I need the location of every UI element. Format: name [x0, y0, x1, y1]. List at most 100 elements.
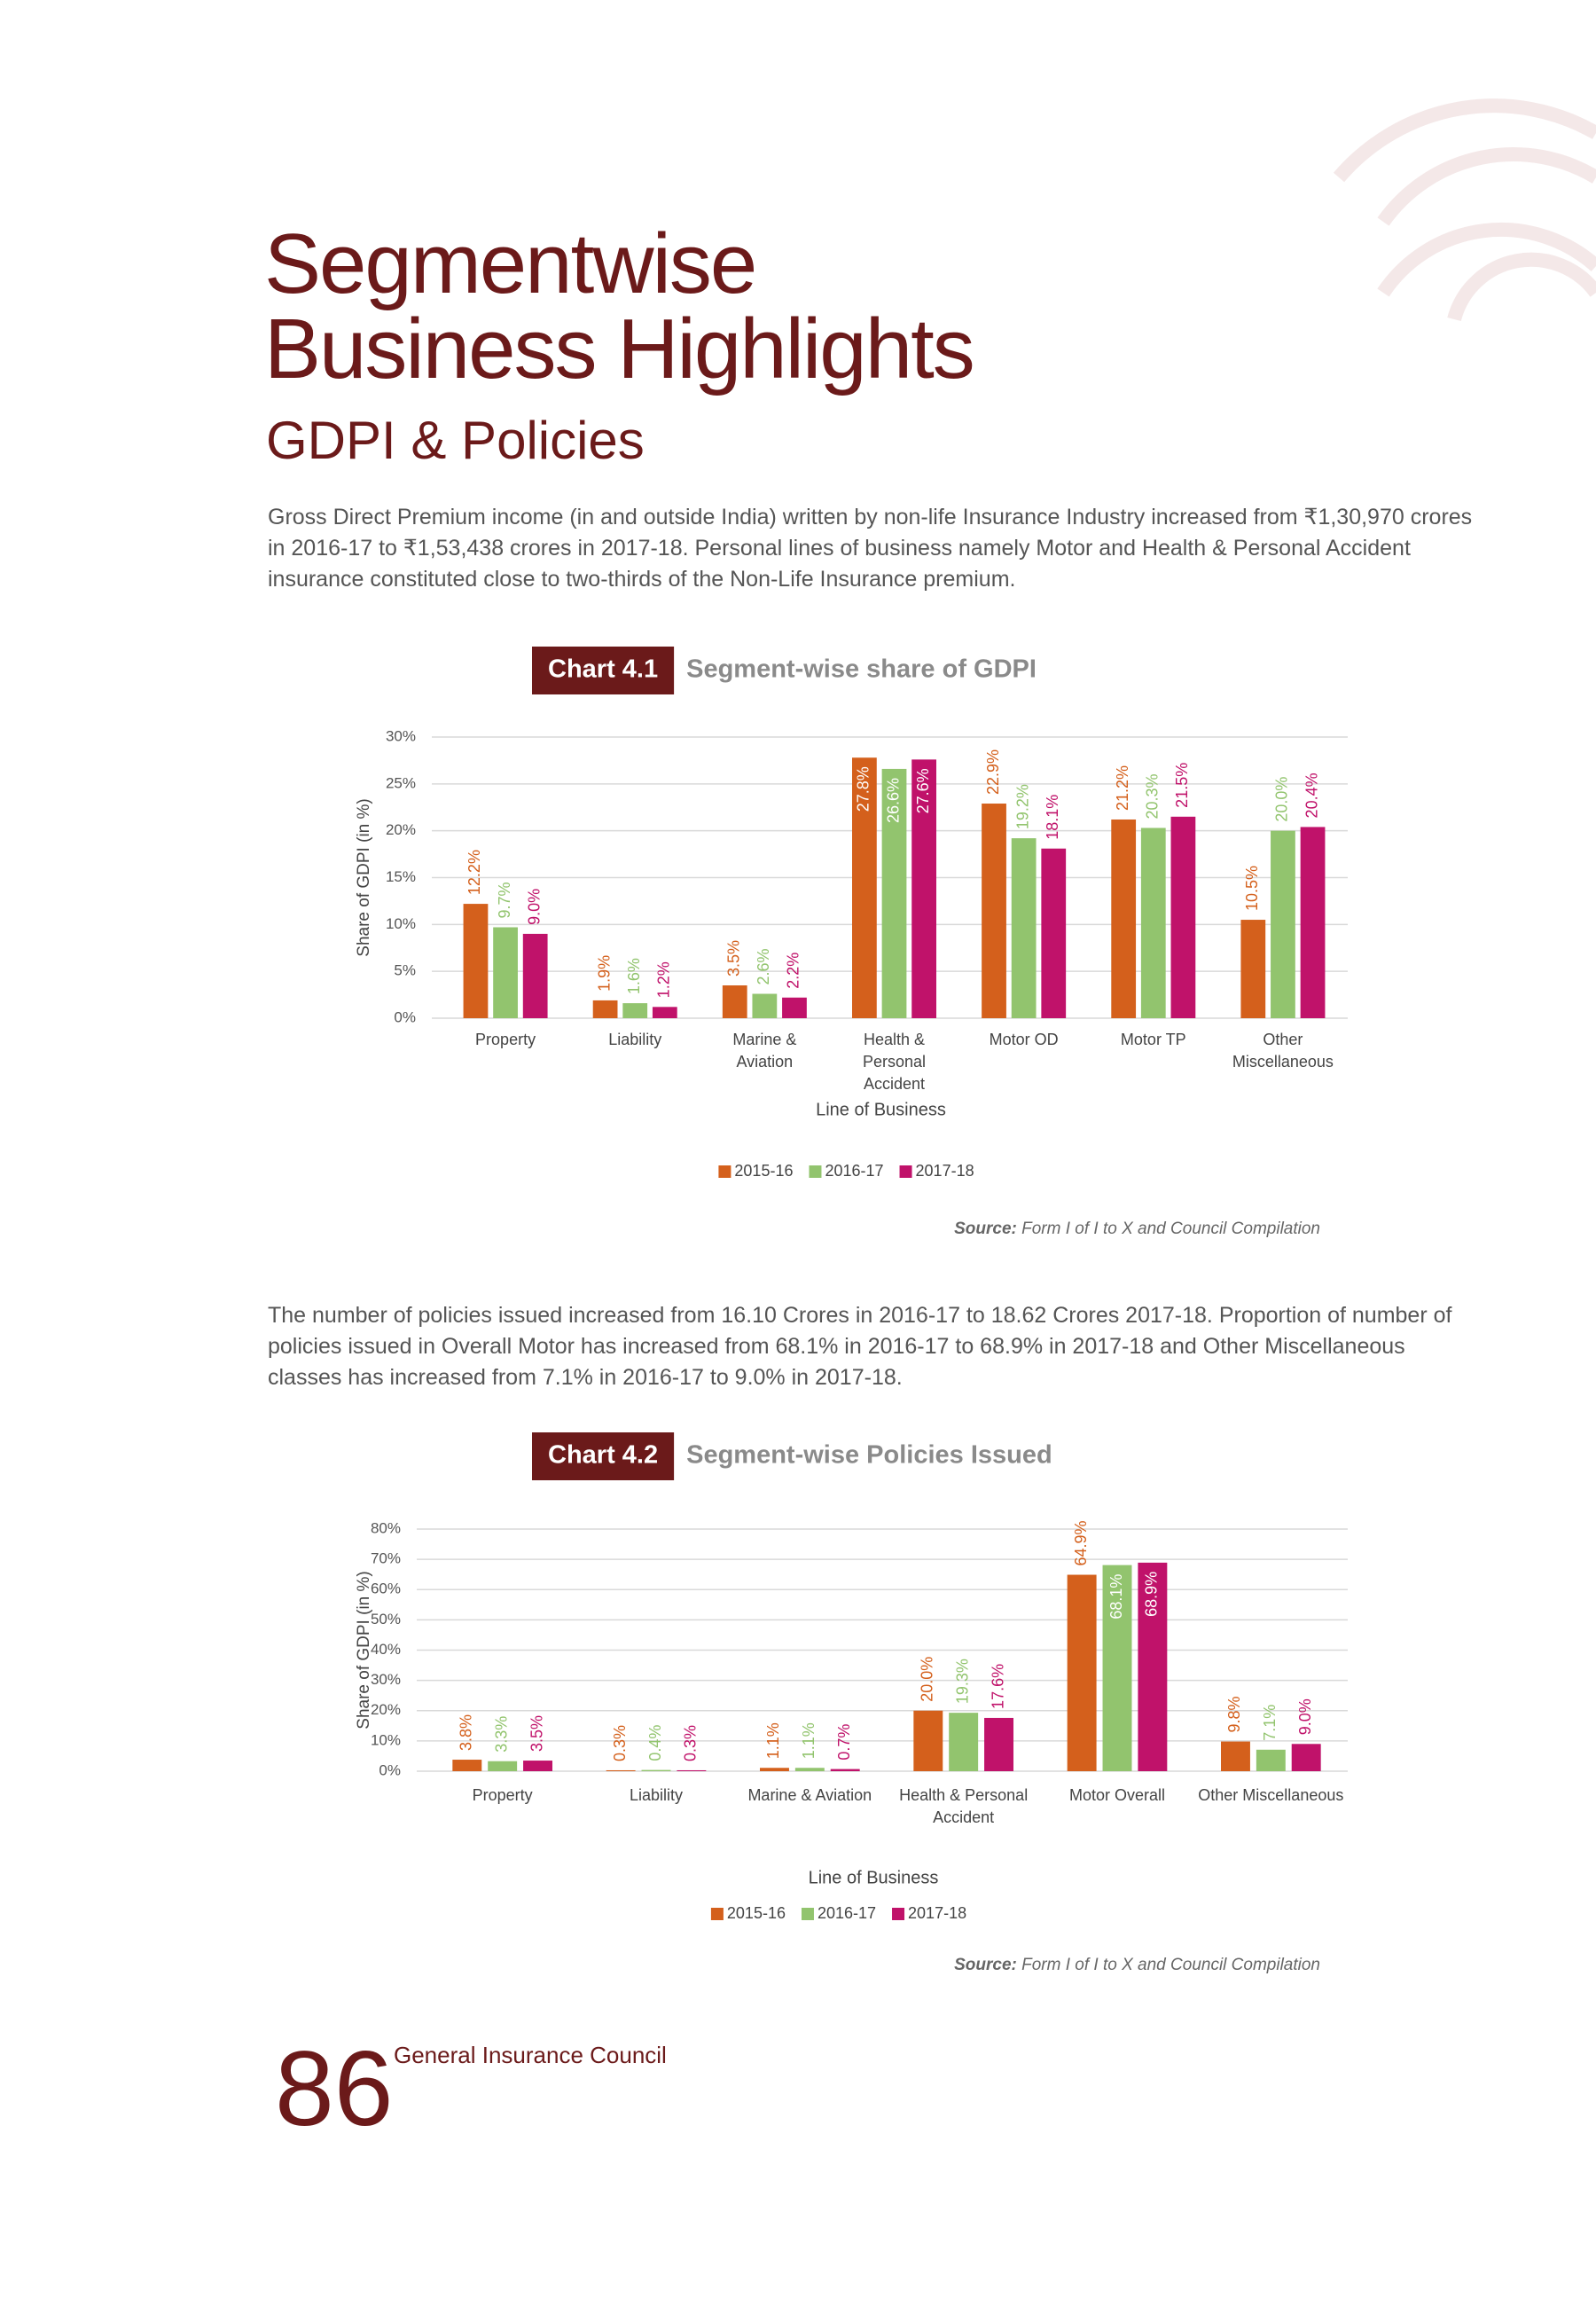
value-label: 2.2%	[785, 953, 802, 989]
y-tick-label: 50%	[371, 1611, 401, 1628]
legend: 2015-16 2016-17 2017-18	[718, 1162, 974, 1180]
value-label: 7.1%	[1261, 1705, 1279, 1741]
value-label: 22.9%	[984, 749, 1002, 795]
bar	[1140, 827, 1166, 1018]
x-tick-label-box: Liability	[608, 1031, 662, 1048]
y-tick-label: 10%	[371, 1731, 401, 1748]
y-tick-label: 70%	[371, 1550, 401, 1567]
value-label: 12.2%	[466, 850, 483, 895]
legend-swatch	[710, 1908, 724, 1920]
bar	[1111, 819, 1137, 1018]
bar	[1256, 1749, 1286, 1771]
source-text: Form I of I to X and Council Compilation	[1021, 1956, 1320, 1974]
y-tick-label: 25%	[386, 774, 416, 791]
value-label: 0.3%	[611, 1725, 629, 1761]
value-label: 1.9%	[595, 955, 613, 992]
value-label: 1.2%	[655, 961, 673, 998]
legend-label: 2016-17	[825, 1162, 883, 1180]
x-tick-label: Liability	[608, 1031, 662, 1048]
x-tick-label: Property	[472, 1786, 533, 1804]
value-label: 9.8%	[1225, 1697, 1243, 1733]
value-label: 26.6%	[884, 778, 902, 823]
bar	[1221, 1741, 1250, 1771]
bar	[493, 927, 518, 1018]
chart-title: Segment-wise share of GDPI	[686, 655, 1037, 684]
bar	[949, 1713, 979, 1771]
bar	[794, 1768, 825, 1771]
bar	[1138, 1562, 1168, 1771]
value-label: 68.1%	[1107, 1574, 1125, 1620]
source-text: Form I of I to X and Council Compilation	[1021, 1220, 1320, 1238]
bar	[782, 997, 807, 1018]
value-label: 2.6%	[755, 948, 772, 984]
bar	[984, 1717, 1013, 1771]
value-label: 20.3%	[1144, 773, 1162, 819]
value-label: 20.0%	[919, 1657, 936, 1702]
bar	[1271, 830, 1295, 1018]
x-tick-label-box: Motor TP	[1120, 1031, 1186, 1048]
title-line: Segmentwise	[264, 216, 757, 311]
x-tick-label-box: Other Miscellaneous	[1198, 1786, 1344, 1804]
value-label: 1.6%	[625, 958, 643, 994]
value-label: 19.2%	[1013, 784, 1031, 829]
bar	[830, 1769, 860, 1771]
value-label: 1.1%	[764, 1722, 782, 1759]
source-label: Source:	[954, 1956, 1017, 1974]
page-title: Segmentwise Business Highlights	[264, 216, 975, 392]
bar	[452, 1760, 482, 1771]
source-label: Source:	[954, 1220, 1017, 1238]
y-tick-label: 0%	[379, 1761, 401, 1778]
legend-label: 2015-16	[734, 1162, 793, 1180]
y-tick-label: 30%	[386, 727, 416, 744]
bar	[523, 1761, 552, 1771]
x-tick-label: Other Miscellaneous	[1198, 1786, 1344, 1804]
value-label: 64.9%	[1072, 1520, 1090, 1565]
value-label: 9.0%	[1296, 1698, 1314, 1735]
y-tick-label: 0%	[394, 1008, 416, 1025]
value-label: 3.5%	[528, 1715, 545, 1752]
value-label: 27.6%	[914, 768, 932, 813]
x-tick-label: Marine & Aviation	[732, 1031, 797, 1071]
bar	[606, 1769, 636, 1771]
x-tick-label-box: Motor OD	[990, 1031, 1059, 1048]
value-label: 68.9%	[1143, 1572, 1161, 1617]
bar	[722, 985, 747, 1018]
page-number: 86	[275, 2029, 394, 2148]
arc	[1447, 252, 1596, 322]
y-tick-label: 5%	[394, 962, 416, 979]
value-label: 18.1%	[1044, 795, 1061, 840]
y-tick-label: 60%	[371, 1580, 401, 1597]
value-label: 10.5%	[1243, 866, 1261, 911]
bar	[1300, 827, 1326, 1018]
x-tick-label-box: Motor Overall	[1068, 1786, 1165, 1804]
y-tick-label: 10%	[386, 915, 416, 932]
bar	[488, 1761, 518, 1771]
bar	[852, 757, 877, 1018]
x-tick-label: Property	[475, 1031, 536, 1048]
x-tick-label: Health & Personal Accident	[862, 1031, 927, 1093]
x-tick-label: Motor TP	[1120, 1031, 1186, 1048]
bar	[1291, 1744, 1321, 1771]
x-axis-label: Line of Business	[809, 1868, 939, 1887]
chart-label: Chart 4.1	[548, 655, 658, 684]
x-tick-label: Motor Overall	[1068, 1786, 1165, 1804]
arc	[1377, 223, 1596, 297]
x-tick-label-box: Marine & Aviation	[732, 1031, 797, 1071]
x-tick-label-box: Health & Personal Accident	[899, 1786, 1028, 1826]
legend-swatch	[809, 1165, 822, 1178]
x-tick-label: Other Miscellaneous	[1232, 1031, 1334, 1071]
value-label: 0.7%	[835, 1724, 853, 1761]
bar	[463, 904, 489, 1018]
legend-swatch	[718, 1165, 732, 1178]
y-axis-label: Share of GDPI (in %)	[355, 1571, 373, 1729]
value-label: 21.2%	[1114, 765, 1131, 811]
value-label: 3.8%	[458, 1714, 475, 1751]
bar	[911, 759, 936, 1018]
value-label: 21.5%	[1173, 763, 1191, 808]
x-axis-label: Line of Business	[816, 1100, 946, 1119]
x-tick-label-box: Other Miscellaneous	[1232, 1031, 1334, 1071]
bar	[641, 1769, 671, 1771]
bar	[522, 933, 548, 1018]
y-tick-label: 30%	[371, 1671, 401, 1688]
chart-label: Chart 4.2	[548, 1441, 658, 1470]
